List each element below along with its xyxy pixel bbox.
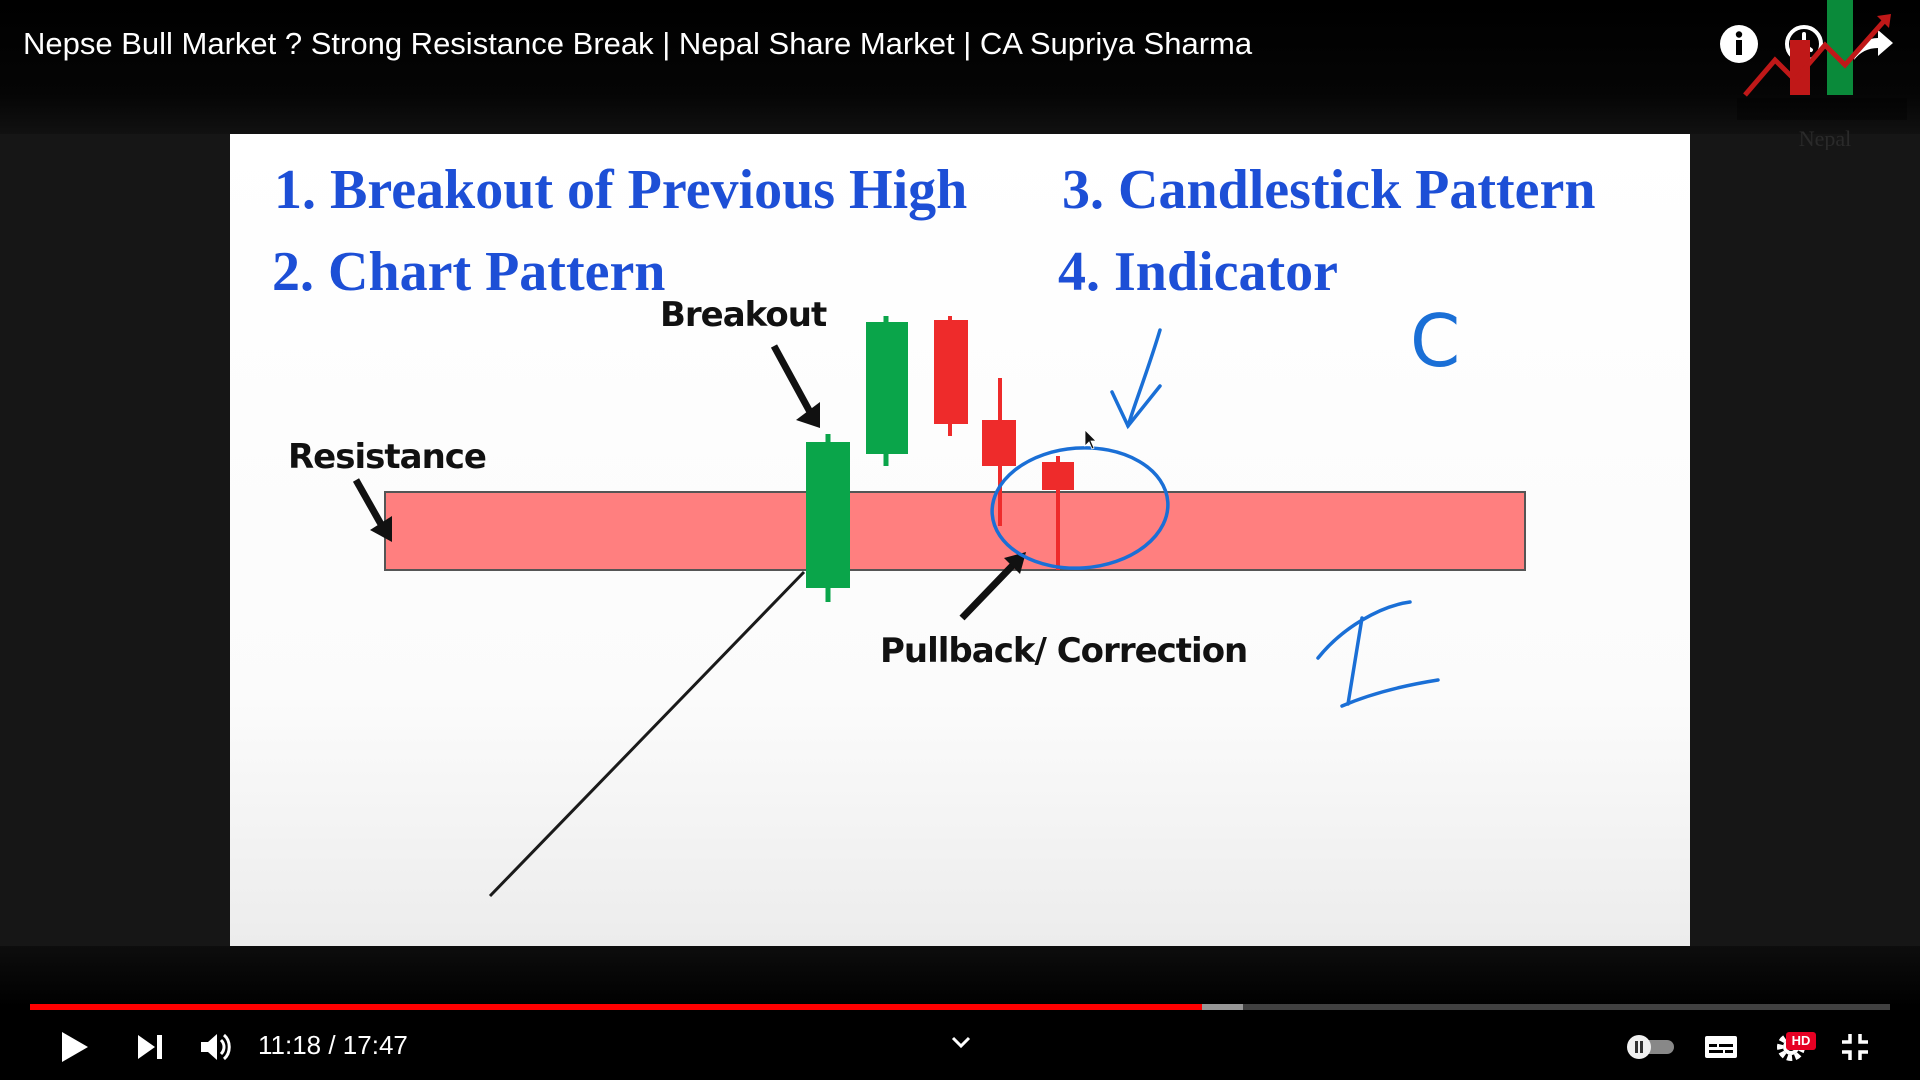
info-icon[interactable] <box>1717 22 1761 71</box>
trend-line <box>488 570 806 898</box>
pullback-arrow <box>959 552 1026 621</box>
share-icon[interactable] <box>1850 22 1896 71</box>
annotation-circle <box>990 446 1170 570</box>
player-controls <box>0 946 1920 1080</box>
play-icon[interactable] <box>58 1030 90 1069</box>
handwritten-c: C <box>1410 299 1460 383</box>
hd-badge: HD <box>1786 1032 1816 1050</box>
heading-chart-pattern: 2. Chart Pattern <box>272 241 665 303</box>
bull-candle-high <box>866 316 908 466</box>
volume-icon[interactable] <box>198 1030 234 1069</box>
resistance-arrow <box>352 478 392 542</box>
handwritten-i <box>1316 600 1440 708</box>
bear-candle-pullback <box>1042 456 1074 570</box>
exit-fullscreen-icon[interactable] <box>1840 1032 1870 1067</box>
chevron-down-icon[interactable] <box>950 1034 972 1055</box>
next-icon[interactable] <box>135 1032 165 1067</box>
time-display: 11:18 / 17:47 <box>258 1030 408 1060</box>
heading-breakout: 1. Breakout of Previous High <box>274 159 967 221</box>
progress-bar[interactable] <box>30 1004 1890 1010</box>
annotation-arrow <box>1110 328 1162 430</box>
channel-logo[interactable]: Nepal <box>1735 0 1915 151</box>
bull-candle-breakout <box>806 434 850 602</box>
bear-candle-1 <box>934 316 968 436</box>
video-title[interactable]: Nepse Bull Market ? Strong Resistance Br… <box>23 26 1253 61</box>
slide-diagram: 1. Breakout of Previous High 3. Candlest… <box>272 159 1596 898</box>
pullback-label: Pullback/ Correction <box>880 631 1247 671</box>
top-overlay: Nepse Bull Market ? Strong Resistance Br… <box>0 0 1920 151</box>
resistance-zone <box>384 491 1526 571</box>
slide-frame: 1. Breakout of Previous High 3. Candlest… <box>230 134 1690 946</box>
channel-logo-label: Nepal <box>1799 126 1852 150</box>
subtitles-icon[interactable] <box>1704 1032 1738 1067</box>
bear-candle-2 <box>982 378 1016 526</box>
breakout-arrow <box>770 344 820 428</box>
progress-played <box>30 1004 1202 1010</box>
resistance-label: Resistance <box>288 437 486 477</box>
heading-indicator: 4. Indicator <box>1058 241 1338 303</box>
mouse-cursor-icon <box>1084 429 1097 450</box>
autoplay-toggle-icon[interactable] <box>1624 1032 1678 1067</box>
heading-candlestick: 3. Candlestick Pattern <box>1062 159 1596 221</box>
breakout-label: Breakout <box>660 295 827 335</box>
